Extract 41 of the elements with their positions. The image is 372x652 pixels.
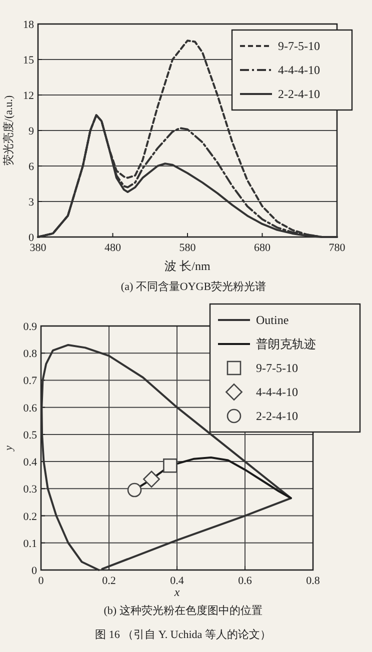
x-tick-label: 0.8 xyxy=(306,575,320,587)
y-axis-title: y xyxy=(3,445,15,452)
legend-label: 4-4-4-10 xyxy=(256,385,298,399)
y-tick-label: 0.5 xyxy=(23,429,38,442)
x-tick-label: 0.4 xyxy=(170,575,184,587)
y-tick-label: 0.8 xyxy=(23,348,38,360)
legend-label: 9-7-5-10 xyxy=(256,361,298,375)
y-tick-label: 15 xyxy=(23,54,34,66)
legend-label: 4-4-4-10 xyxy=(278,63,320,77)
y-tick-label: 6 xyxy=(28,161,34,173)
text: (a) 不同含量OYGB荧光粉光谱 xyxy=(120,280,266,293)
caption: 图 16 （引自 Y. Uchida 等人的论文） xyxy=(95,628,271,641)
legend-label: Outine xyxy=(256,313,289,327)
text: (b) 这种荧光粉在色度图中的位置 xyxy=(104,604,262,617)
legend-label: 2-2-4-10 xyxy=(278,87,320,101)
x-tick-label: 0.6 xyxy=(238,575,252,587)
x-tick-label: 0.2 xyxy=(102,575,116,587)
x-tick-label: 680 xyxy=(254,242,271,254)
x-axis-title: x xyxy=(173,585,180,599)
x-tick-label: 380 xyxy=(30,242,47,254)
legend-label: 9-7-5-10 xyxy=(278,39,320,53)
x-tick-label: 480 xyxy=(104,242,122,254)
y-tick-label: 0.3 xyxy=(23,484,38,496)
legend-label: 普朗克轨迹 xyxy=(256,337,316,351)
y-tick-label: 18 xyxy=(23,19,34,31)
y-tick-label: 0 xyxy=(32,565,38,577)
y-axis-title: 荧光亮度/(a.u.) xyxy=(2,95,15,166)
legend-label: 2-2-4-10 xyxy=(256,409,298,423)
x-axis-title: 波 长/nm xyxy=(164,259,211,273)
y-tick-label: 9 xyxy=(28,126,34,138)
y-tick-label: 0.4 xyxy=(23,456,38,469)
y-tick-label: 0.1 xyxy=(23,538,37,550)
y-tick-label: 0.2 xyxy=(23,510,37,523)
y-tick-label: 0.7 xyxy=(23,375,38,388)
y-tick-label: 3 xyxy=(28,196,34,208)
x-tick-label: 580 xyxy=(179,242,196,254)
y-tick-label: 0 xyxy=(28,232,34,244)
y-tick-label: 12 xyxy=(23,90,34,102)
y-tick-label: 0.9 xyxy=(23,321,38,333)
x-tick-label: 780 xyxy=(328,242,346,254)
y-tick-label: 0.6 xyxy=(23,402,38,414)
